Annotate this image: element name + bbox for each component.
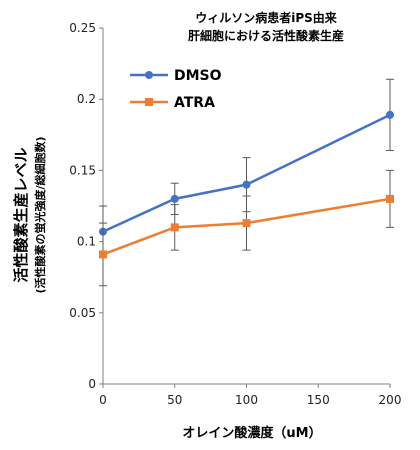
y-tick-label: 0.1 [77,235,96,249]
chart-title-line-2: 肝細胞における活性酸素生産 [188,28,344,43]
y-ticks: 0 0.05 0.1 0.15 0.2 0.25 [69,21,103,391]
legend-label-atra: ATRA [174,95,215,111]
series-layer [99,78,394,287]
y-tick-label: 0.05 [69,306,96,320]
x-axis-title: オレイン酸濃度（uM） [182,425,321,441]
legend: DMSO ATRA [130,68,222,111]
legend-marker-atra [145,98,153,106]
y-axis-subtitle: (活性酸素の蛍光強度/総細胞数) [33,136,47,293]
x-ticks: 0 50 100 150 200 [99,384,401,407]
data-point-dmso [170,194,179,203]
x-tick-label: 200 [379,393,402,407]
legend-item-dmso: DMSO [130,68,222,84]
y-tick-label: 0.25 [69,21,96,35]
y-tick-label: 0.2 [77,92,96,106]
data-point-dmso [242,180,251,189]
chart-title: ウィルソン病患者iPS由来 肝細胞における活性酸素生産 [188,10,344,43]
data-point-atra [242,219,251,228]
data-point-atra [170,223,179,232]
chart-title-line-1: ウィルソン病患者iPS由来 [195,10,338,25]
y-tick-label: 0 [88,377,96,391]
data-point-dmso [386,110,394,119]
series-atra [99,169,394,287]
x-tick-label: 0 [99,393,107,407]
series-line-dmso [102,113,391,233]
legend-label-dmso: DMSO [174,68,222,84]
data-point-atra [386,194,394,203]
series-line-atra [102,197,391,256]
legend-marker-dmso [145,71,153,79]
data-point-atra [99,250,107,259]
x-tick-label: 100 [235,393,258,407]
y-axis-title: 活性酸素生産レベル [12,147,30,282]
legend-item-atra: ATRA [130,95,215,111]
y-tick-label: 0.15 [69,163,96,177]
x-tick-label: 50 [167,393,182,407]
x-tick-label: 150 [307,393,330,407]
